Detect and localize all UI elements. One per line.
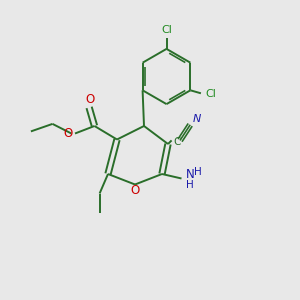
Text: H: H xyxy=(186,180,194,190)
Text: O: O xyxy=(130,184,140,197)
Text: N: N xyxy=(185,168,194,182)
Text: Cl: Cl xyxy=(206,89,216,99)
Text: H: H xyxy=(194,167,202,177)
Text: Cl: Cl xyxy=(161,25,172,35)
Text: N: N xyxy=(193,114,201,124)
Text: O: O xyxy=(86,93,95,106)
Text: O: O xyxy=(64,127,73,140)
Text: C: C xyxy=(173,137,181,147)
